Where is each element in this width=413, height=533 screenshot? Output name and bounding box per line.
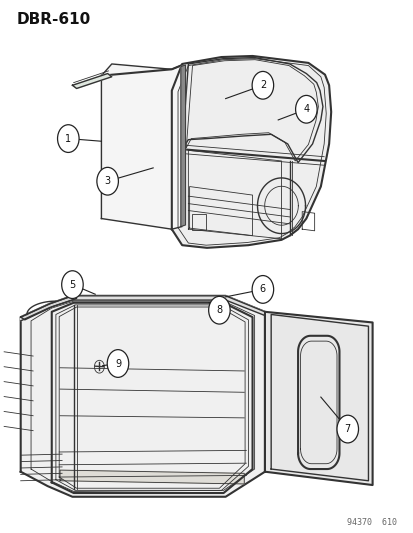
Text: 1: 1: [65, 134, 71, 143]
Text: 94370  610: 94370 610: [347, 518, 396, 527]
Text: 2: 2: [259, 80, 266, 90]
Text: 6: 6: [259, 285, 265, 294]
Polygon shape: [21, 296, 264, 321]
Polygon shape: [180, 65, 185, 227]
Circle shape: [62, 271, 83, 298]
Polygon shape: [101, 64, 182, 229]
Circle shape: [295, 95, 316, 123]
Circle shape: [252, 71, 273, 99]
Text: 9: 9: [115, 359, 121, 368]
Circle shape: [252, 276, 273, 303]
Circle shape: [57, 125, 79, 152]
Circle shape: [97, 167, 118, 195]
Polygon shape: [264, 312, 372, 485]
Polygon shape: [72, 74, 112, 88]
Text: 4: 4: [303, 104, 309, 114]
Polygon shape: [60, 470, 244, 484]
Bar: [191, 214, 206, 230]
Text: 8: 8: [216, 305, 222, 315]
Text: 3: 3: [104, 176, 110, 186]
Circle shape: [107, 350, 128, 377]
Polygon shape: [171, 56, 330, 248]
Circle shape: [336, 415, 358, 443]
Circle shape: [208, 296, 230, 324]
Polygon shape: [21, 296, 76, 320]
Polygon shape: [21, 296, 264, 497]
Text: 7: 7: [344, 424, 350, 434]
Text: 5: 5: [69, 280, 76, 289]
Text: DBR-610: DBR-610: [17, 12, 90, 27]
